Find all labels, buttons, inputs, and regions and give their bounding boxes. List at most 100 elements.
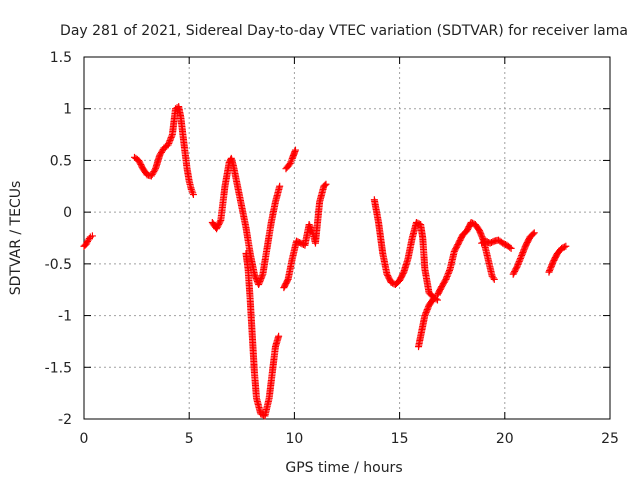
data-point [252,273,260,281]
data-point [286,160,294,168]
data-point [444,269,452,277]
data-point [515,259,523,267]
data-point [548,261,556,269]
y-tick-label: -2 [58,412,72,428]
x-tick-label: 25 [601,431,619,447]
data-point [168,132,176,140]
data-point [165,138,173,146]
data-point [489,274,497,282]
data-point [189,189,197,197]
data-point [530,229,538,237]
data-point [187,185,195,193]
x-tick-label: 15 [391,431,409,447]
data-point [255,279,263,287]
data-point [165,139,173,147]
axis-ticks: 0 5 10 15 20 25 -2 -1.5 -1 -0.5 0 0.5 1 1.5 [45,50,619,447]
data-point [476,228,484,236]
y-tick-label: 0 [63,205,72,221]
data-point [521,244,529,252]
data-point [518,252,526,260]
data-point [478,233,486,241]
data-point [429,295,437,303]
data-point [518,250,526,258]
data-point [288,156,296,164]
data-point [519,247,527,255]
data-point [291,146,299,154]
y-axis-label: SDTVAR / TECUs [8,181,24,296]
data-point [167,134,175,142]
data-point [517,253,525,261]
data-point [443,272,451,280]
x-tick-label: 5 [185,431,194,447]
data-point [562,242,570,250]
data-point [276,182,284,190]
data-point [287,158,295,166]
data-point [421,310,429,318]
grid [84,57,610,419]
data-point [258,272,266,280]
data-point [545,268,553,276]
y-tick-label: -1 [58,309,72,325]
data-point [546,265,554,273]
data-point [445,267,453,275]
data-point [423,307,431,315]
data-point [255,281,263,289]
data-point [250,270,258,278]
data-point [514,260,522,268]
data-point [547,262,555,270]
data-point [442,274,450,282]
data-point [507,244,515,252]
y-tick-label: -1.5 [45,360,72,376]
data-point [516,255,524,263]
data-point [560,243,568,251]
data-point [166,136,174,144]
data-point [423,306,431,314]
data-point [164,141,172,149]
data-point [546,267,554,275]
data-point [444,271,452,279]
data-point [251,272,259,280]
x-tick-label: 10 [285,431,303,447]
data-point [256,276,264,284]
data-point [307,225,315,233]
data-point [516,256,524,264]
y-tick-label: -0.5 [45,257,72,273]
data-point [188,187,196,195]
data-point [306,222,314,230]
data-point [421,312,429,320]
data-point [258,273,266,281]
y-tick-label: 1 [63,102,72,118]
data-point [520,246,528,254]
data-point [515,257,523,265]
data-point [256,278,264,286]
x-tick-label: 20 [496,431,514,447]
data-point [216,218,224,226]
data-point [151,166,159,174]
data-points [80,103,570,420]
data-point [547,264,555,272]
data-point [506,243,514,251]
data-point [275,332,283,340]
plot-frame [83,56,611,420]
data-point [519,249,527,257]
data-point [167,135,175,143]
data-point [442,275,450,283]
x-tick-label: 0 [80,431,89,447]
data-point [477,230,485,238]
data-point [305,221,313,229]
y-tick-label: 0.5 [50,153,72,169]
y-tick-label: 1.5 [50,50,72,66]
data-point [88,232,96,240]
data-point [445,268,453,276]
chart-title: Day 281 of 2021, Sidereal Day-to-day VTE… [60,23,628,39]
data-point [322,180,330,188]
data-point [529,230,537,238]
data-point [476,227,484,235]
data-point [283,277,291,285]
data-point [257,275,265,283]
data-point [490,275,498,283]
data-point [424,304,432,312]
data-point [306,224,314,232]
data-point [189,191,197,199]
